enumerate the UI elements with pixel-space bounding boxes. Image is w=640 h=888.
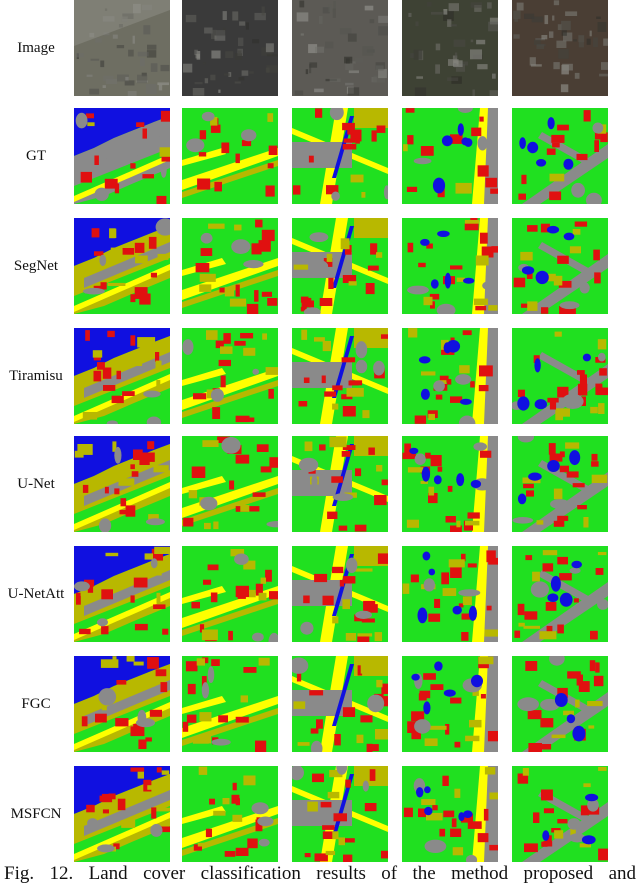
- source-image-tile: [74, 0, 170, 96]
- source-image-tile: [512, 0, 608, 96]
- classification-map-tile: [182, 546, 278, 642]
- source-image-tile: [182, 0, 278, 96]
- classification-map-tile: [512, 218, 608, 314]
- classification-map-tile: [402, 328, 498, 424]
- classification-map-tile: [74, 108, 170, 204]
- classification-map-tile: [512, 436, 608, 532]
- row-label: SegNet: [13, 258, 59, 274]
- classification-map-tile: [292, 218, 388, 314]
- classification-map-tile: [402, 546, 498, 642]
- classification-map-tile: [182, 436, 278, 532]
- classification-map-tile: [292, 108, 388, 204]
- classification-map-tile: [292, 766, 388, 862]
- row-label: GT: [26, 148, 46, 164]
- classification-map-tile: [402, 108, 498, 204]
- classification-map-tile: [512, 766, 608, 862]
- classification-map-tile: [292, 328, 388, 424]
- classification-map-tile: [74, 546, 170, 642]
- classification-map-tile: [402, 656, 498, 752]
- classification-map-tile: [74, 218, 170, 314]
- classification-map-tile: [74, 436, 170, 532]
- classification-map-tile: [74, 328, 170, 424]
- classification-map-tile: [182, 766, 278, 862]
- classification-map-tile: [512, 546, 608, 642]
- row-label: U-Net: [17, 476, 55, 492]
- row-label: Tiramisu: [9, 368, 63, 384]
- row-label: Image: [17, 40, 55, 56]
- row-label: MSFCN: [10, 806, 62, 822]
- row-label: U-NetAtt: [7, 586, 65, 602]
- classification-map-tile: [182, 218, 278, 314]
- classification-map-tile: [182, 108, 278, 204]
- classification-map-tile: [512, 108, 608, 204]
- classification-map-tile: [74, 766, 170, 862]
- source-image-tile: [292, 0, 388, 96]
- classification-map-tile: [402, 436, 498, 532]
- source-image-tile: [402, 0, 498, 96]
- classification-map-tile: [292, 546, 388, 642]
- row-label: FGC: [21, 696, 51, 712]
- classification-map-tile: [512, 328, 608, 424]
- classification-map-tile: [74, 656, 170, 752]
- classification-map-tile: [292, 436, 388, 532]
- classification-map-tile: [512, 656, 608, 752]
- classification-map-tile: [182, 328, 278, 424]
- classification-map-tile: [182, 656, 278, 752]
- classification-map-tile: [402, 218, 498, 314]
- classification-map-tile: [292, 656, 388, 752]
- figure-caption: Fig. 12. Land cover classification resul…: [4, 863, 636, 884]
- classification-map-tile: [402, 766, 498, 862]
